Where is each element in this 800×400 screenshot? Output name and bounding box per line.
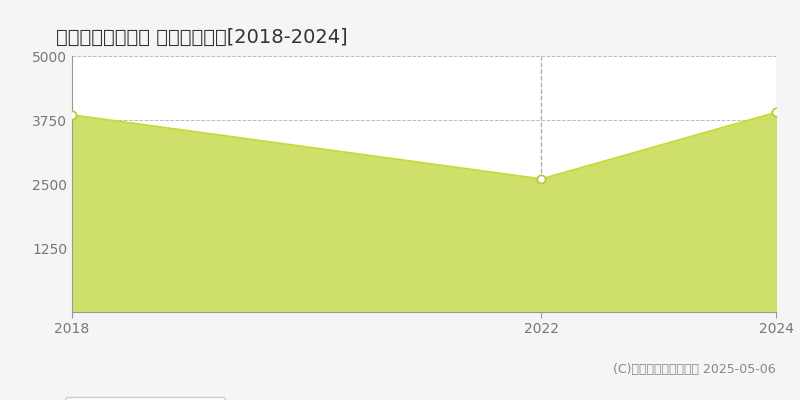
- Text: (C)土地価格ドットコム 2025-05-06: (C)土地価格ドットコム 2025-05-06: [614, 363, 776, 376]
- Point: [535, 176, 548, 182]
- Point: [770, 109, 782, 116]
- Text: 加茂郡川辺町福島 農地価格推移[2018-2024]: 加茂郡川辺町福島 農地価格推移[2018-2024]: [56, 28, 348, 47]
- Legend: 農地価格 平均坪単価(円/坪): 農地価格 平均坪単価(円/坪): [65, 397, 226, 400]
- Point: [66, 112, 78, 118]
